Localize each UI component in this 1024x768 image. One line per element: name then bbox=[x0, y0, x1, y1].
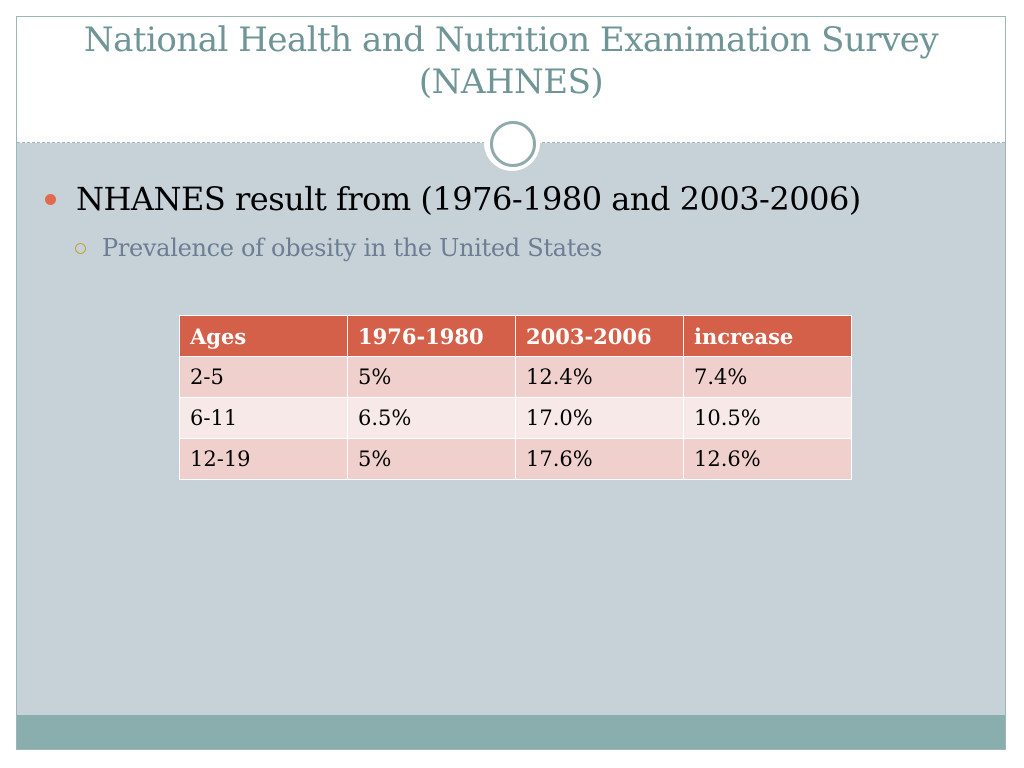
cell-1976-1980: 6.5% bbox=[347, 397, 516, 439]
obesity-table: Ages 1976-1980 2003-2006 increase 2-5 5%… bbox=[179, 315, 852, 480]
cell-increase: 7.4% bbox=[683, 356, 852, 398]
cell-1976-1980: 5% bbox=[347, 356, 516, 398]
table-row: 2-5 5% 12.4% 7.4% bbox=[179, 356, 852, 398]
bullet-dot-icon bbox=[45, 193, 56, 205]
header-increase: increase bbox=[683, 315, 852, 357]
cell-increase: 10.5% bbox=[683, 397, 852, 439]
cell-ages: 2-5 bbox=[179, 356, 348, 398]
cell-ages: 6-11 bbox=[179, 397, 348, 439]
header-ages: Ages bbox=[179, 315, 348, 357]
slide-title-line-1: National Health and Nutrition Exanimatio… bbox=[83, 20, 939, 60]
cell-ages: 12-19 bbox=[179, 438, 348, 480]
cell-2003-2006: 12.4% bbox=[515, 356, 684, 398]
sub-bullet-ring-icon bbox=[75, 242, 86, 254]
table-row: 12-19 5% 17.6% 12.6% bbox=[179, 438, 852, 480]
sub-bullet-text: Prevalence of obesity in the United Stat… bbox=[102, 234, 602, 262]
table-header-row: Ages 1976-1980 2003-2006 increase bbox=[179, 315, 852, 357]
slide-title: National Health and Nutrition Exanimatio… bbox=[17, 19, 1005, 103]
footer-band bbox=[17, 715, 1005, 749]
slide: National Health and Nutrition Exanimatio… bbox=[16, 16, 1006, 750]
table-row: 6-11 6.5% 17.0% 10.5% bbox=[179, 397, 852, 439]
cell-2003-2006: 17.6% bbox=[515, 438, 684, 480]
circle-ornament-icon bbox=[484, 115, 540, 171]
bullet-text: NHANES result from (1976-1980 and 2003-2… bbox=[76, 180, 861, 218]
cell-1976-1980: 5% bbox=[347, 438, 516, 480]
cell-increase: 12.6% bbox=[683, 438, 852, 480]
bullet-item: NHANES result from (1976-1980 and 2003-2… bbox=[45, 180, 861, 218]
header-1976-1980: 1976-1980 bbox=[347, 315, 516, 357]
cell-2003-2006: 17.0% bbox=[515, 397, 684, 439]
slide-title-line-2: (NAHNES) bbox=[418, 62, 604, 102]
sub-bullet-item: Prevalence of obesity in the United Stat… bbox=[75, 234, 602, 262]
header-2003-2006: 2003-2006 bbox=[515, 315, 684, 357]
